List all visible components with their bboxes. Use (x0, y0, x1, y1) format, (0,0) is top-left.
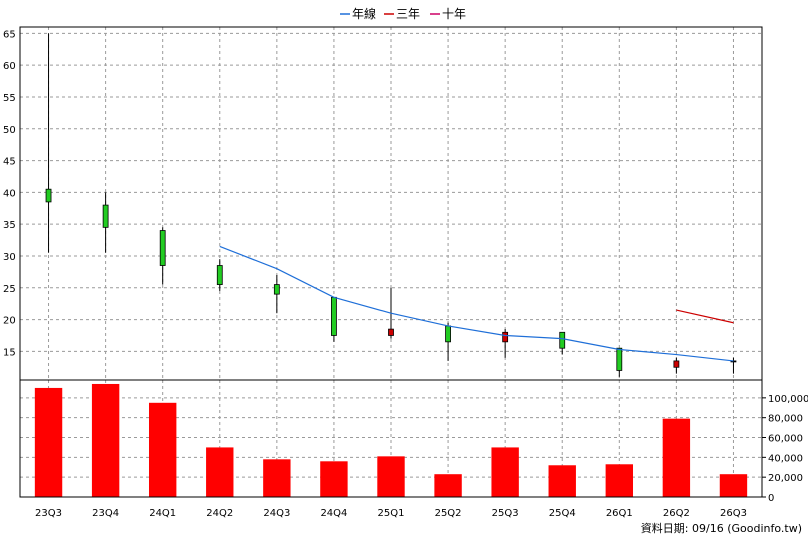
category-tick-label: 23Q4 (92, 508, 119, 519)
category-tick-label: 23Q3 (35, 508, 62, 519)
volume-bar (434, 474, 462, 497)
candle-body (102, 204, 109, 228)
category-tick-label: 26Q1 (606, 508, 633, 519)
volume-bar (377, 456, 405, 497)
data-date-note: 資料日期: 09/16 (Goodinfo.tw) (641, 521, 802, 535)
price-tick-label: 45 (3, 157, 16, 168)
volume-tick-label: 20,000 (768, 473, 803, 484)
volume-tick-label: 60,000 (768, 434, 803, 445)
candle-body (502, 331, 509, 343)
price-axis-ticks: 15 20 25 30 35 40 45 50 55 60 65 (3, 29, 16, 358)
legend-label: 十年 (442, 7, 466, 21)
price-tick-label: 50 (3, 125, 16, 136)
legend-label: 年線 (352, 6, 376, 21)
volume-bar (148, 402, 177, 497)
category-tick-label: 24Q4 (320, 508, 347, 519)
candle-body (445, 325, 451, 343)
volume-bar (548, 465, 576, 497)
volume-axis-ticks: 0 20,000 40,000 60,000 80,000 100,000 (762, 394, 808, 504)
average-lines (219, 245, 734, 362)
volume-bar (605, 464, 634, 497)
volume-tick-label: 40,000 (768, 453, 803, 464)
category-tick-label: 24Q2 (206, 508, 233, 519)
price-grid (20, 27, 762, 380)
volume-bar (320, 461, 348, 497)
category-tick-label: 25Q3 (492, 508, 519, 519)
price-tick-label: 40 (3, 188, 16, 199)
candle-body (559, 331, 566, 349)
category-axis-ticks: 23Q3 23Q4 24Q1 24Q2 24Q3 24Q4 25Q1 25Q2 25Q3 25Q4… (35, 508, 747, 519)
price-tick-label: 25 (3, 284, 16, 295)
candle-body (331, 296, 337, 336)
price-tick-label: 60 (3, 61, 16, 72)
three-year-line (676, 309, 734, 324)
volume-bar (662, 418, 691, 497)
category-tick-label: 25Q4 (549, 508, 576, 519)
volume-bar (34, 387, 63, 497)
category-tick-label: 26Q2 (663, 508, 690, 519)
candle-body (273, 284, 280, 295)
candle-body (673, 360, 680, 368)
price-tick-label: 30 (3, 252, 16, 263)
price-tick-label: 65 (3, 29, 16, 40)
volume-bar (491, 447, 519, 497)
volume-bar (719, 474, 748, 497)
price-tick-label: 20 (3, 316, 16, 327)
volume-frame (19, 379, 763, 498)
volume-bar (91, 383, 120, 497)
category-tick-label: 25Q2 (435, 508, 462, 519)
category-tick-label: 26Q3 (720, 508, 747, 519)
volume-bar (263, 459, 291, 497)
candle-body (216, 265, 223, 285)
candle-body (388, 328, 394, 336)
candlesticks (45, 33, 737, 377)
candle-body (159, 230, 166, 266)
price-tick-label: 55 (3, 93, 16, 104)
volume-tick-label: 100,000 (768, 394, 808, 405)
legend-label: 三年 (396, 7, 420, 21)
price-tick-label: 35 (3, 220, 16, 231)
category-tick-label: 24Q1 (149, 508, 176, 519)
candle-body (616, 347, 623, 371)
volume-tick-label: 0 (768, 493, 774, 504)
price-tick-label: 15 (3, 347, 16, 358)
plot-frames (19, 26, 763, 498)
volume-tick-label: 80,000 (768, 414, 803, 425)
candle-body (45, 188, 52, 203)
category-tick-label: 24Q3 (263, 508, 290, 519)
legend: 年線 三年 十年 (340, 6, 466, 21)
volume-bar (206, 447, 234, 497)
year-line (219, 245, 734, 362)
volume-bars (34, 383, 748, 497)
category-tick-label: 25Q1 (378, 508, 405, 519)
